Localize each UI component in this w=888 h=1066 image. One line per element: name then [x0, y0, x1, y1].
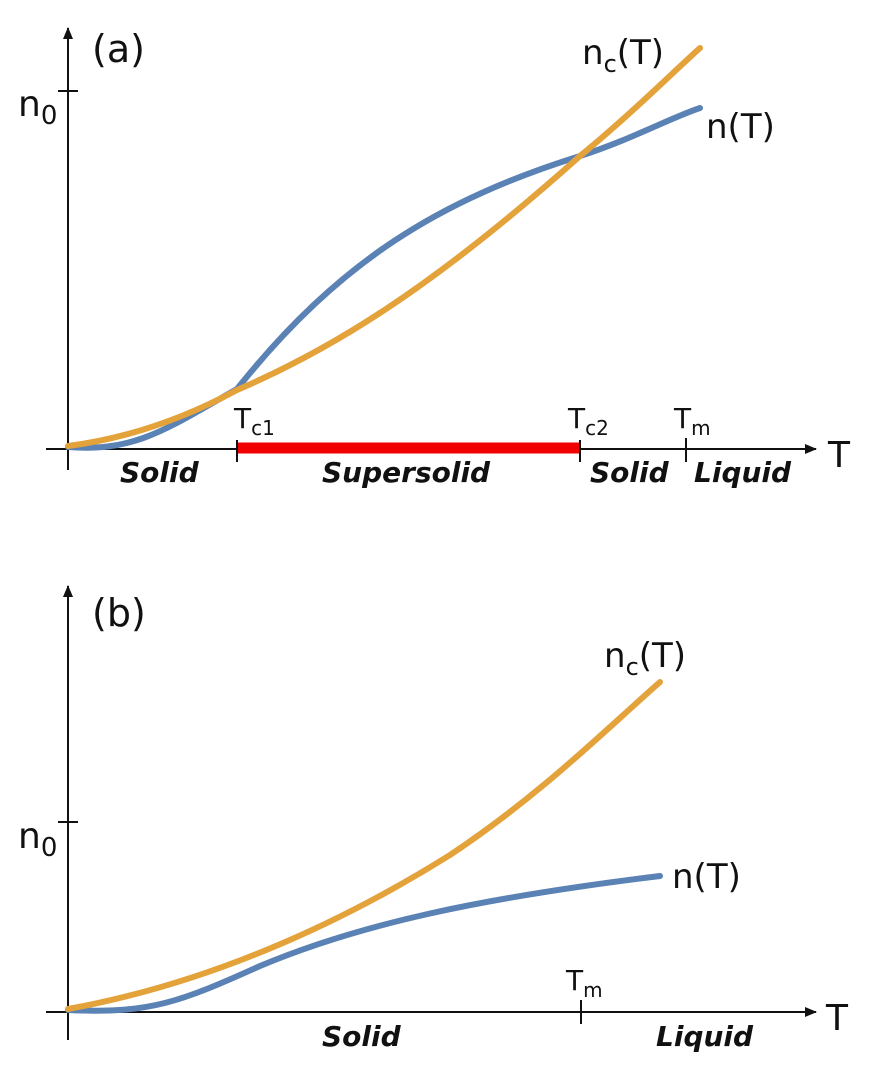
curve-label-n-a: n(T): [706, 107, 775, 147]
curve-label-nc-b: nc(T): [604, 636, 686, 681]
region-label-liquid-a: Liquid: [694, 456, 792, 489]
y-axis-label-a: n0: [18, 84, 57, 131]
panel-label-a: (a): [92, 27, 145, 71]
y-axis-label-b: n0: [18, 816, 57, 863]
curve-n-b: [65, 873, 663, 1014]
x-axis-label-b: T: [825, 998, 849, 1039]
region-label-solid-b: Solid: [322, 1020, 402, 1053]
curve-label-nc-a: nc(T): [582, 33, 664, 78]
panel-b: (b) n0 T Tm Solid Liquid nc(T) n(T): [18, 585, 849, 1053]
x-axis-label-a: T: [827, 435, 851, 476]
tick-label-tm-b: Tm: [565, 964, 603, 1002]
curve-n-a: [65, 105, 703, 451]
region-label-liquid-b: Liquid: [656, 1020, 754, 1053]
tick-label-tc2: Tc2: [567, 402, 609, 440]
region-label-solid-1: Solid: [120, 456, 200, 489]
curve-label-n-b: n(T): [672, 857, 741, 897]
curve-nc-b: [65, 679, 663, 1012]
tick-label-tm-a: Tm: [673, 402, 711, 440]
panel-label-b: (b): [92, 591, 146, 635]
tick-label-tc1: Tc1: [233, 402, 275, 440]
panel-a: (a) n0 T Tc1 Tc2 Tm Solid Supersolid Sol…: [18, 27, 851, 489]
curve-nc-a: [65, 45, 703, 449]
region-label-solid-2: Solid: [590, 456, 670, 489]
region-label-supersolid: Supersolid: [322, 456, 491, 489]
